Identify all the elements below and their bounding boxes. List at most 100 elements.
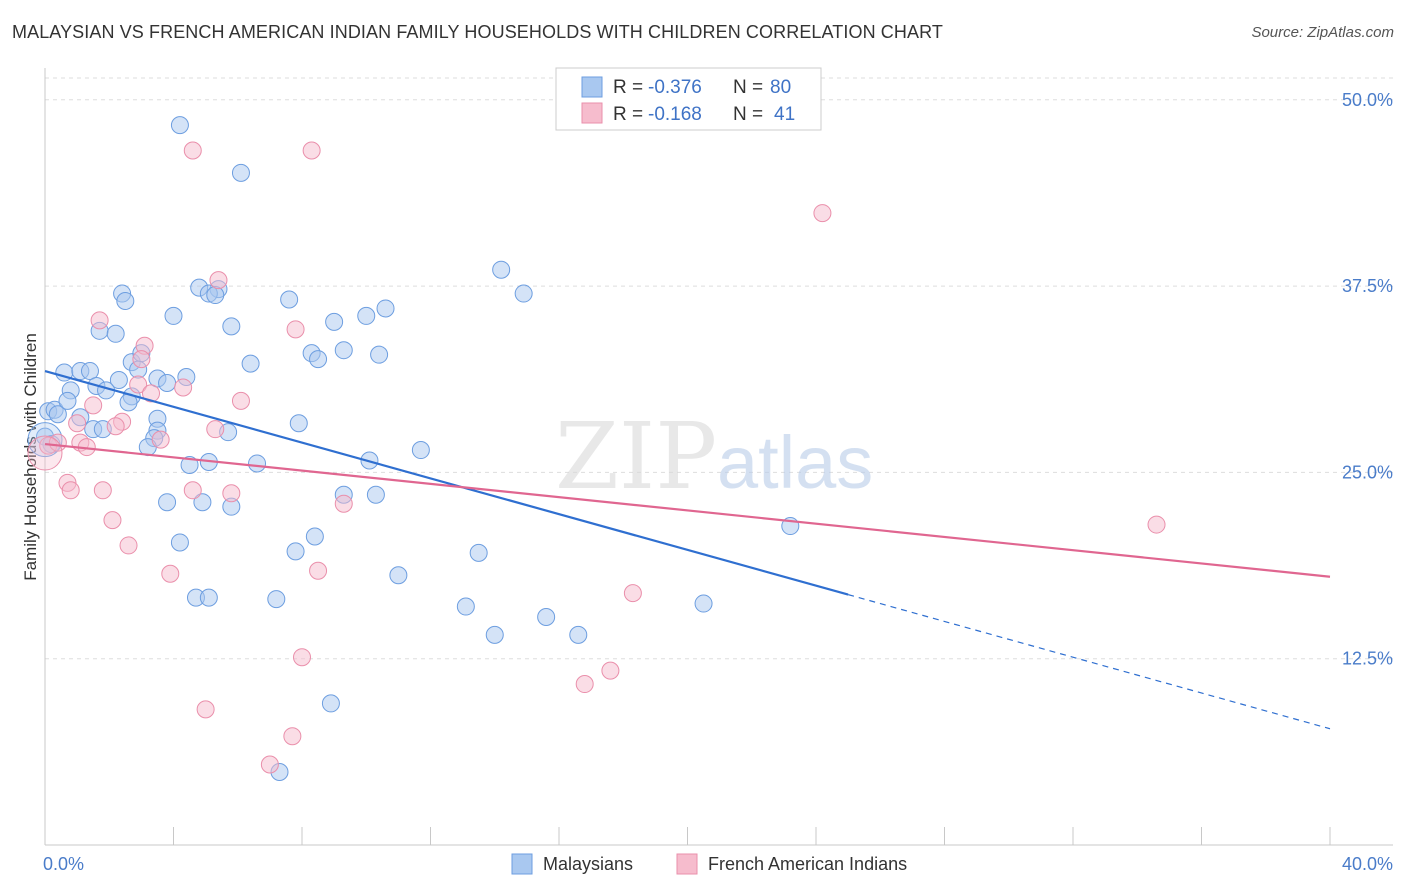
bottom-legend-label-malaysians: Malaysians <box>543 854 633 874</box>
french-american-indians-point <box>196 700 215 719</box>
watermark-zip: ZIP <box>555 403 717 510</box>
french-american-indians-point <box>27 435 63 471</box>
source-label: Source: ZipAtlas.com <box>1251 24 1394 41</box>
malaysians-point <box>694 594 713 613</box>
y-tick-label: 37.5% <box>1342 276 1393 296</box>
french-american-indians-point <box>183 141 202 160</box>
legend-r-label-1: R = <box>613 104 643 125</box>
french-american-indians-point <box>90 311 109 330</box>
malaysians-point <box>469 543 488 562</box>
legend-r-value-1: -0.168 <box>648 104 702 125</box>
bottom-legend-swatch-malaysians <box>511 853 533 875</box>
french-american-indians-point <box>84 396 103 415</box>
malaysians-point <box>158 373 177 392</box>
french-american-indians-point <box>302 141 321 160</box>
malaysians-point <box>109 371 128 389</box>
malaysians-point <box>248 454 267 473</box>
french-american-indians-point <box>623 584 642 603</box>
y-tick-labels: 12.5% 25.0% 37.5% 50.0% <box>1342 90 1393 669</box>
x-tick-label-max: 40.0% <box>1342 854 1393 874</box>
french-american-indians-point <box>575 675 594 694</box>
malaysians-point <box>206 286 225 305</box>
malaysians-point <box>456 597 475 616</box>
malaysians-point <box>170 533 189 552</box>
legend-r-label-0: R = <box>613 77 643 98</box>
legend-swatch-french-american-indians <box>581 102 603 124</box>
french-american-indians-point <box>142 384 161 403</box>
french-american-indians-point <box>309 561 328 580</box>
french-american-indians-point <box>93 481 112 500</box>
malaysians-point <box>309 350 328 369</box>
bottom-legend-swatch-french-american-indians <box>676 853 698 875</box>
french-american-indians-point <box>103 511 122 530</box>
malaysians-point <box>158 493 177 512</box>
malaysians-point <box>199 588 218 607</box>
malaysians-point <box>411 441 430 460</box>
french-american-indians-point <box>106 417 125 436</box>
malaysians-point <box>389 566 408 585</box>
malaysians-point <box>485 625 504 644</box>
x-tick-labels: 0.0% 40.0% <box>43 854 1393 874</box>
malaysians-point <box>366 485 385 504</box>
legend-r-value-0: -0.376 <box>648 77 702 98</box>
legend-n-label-0: N = <box>733 77 763 98</box>
malaysians-point <box>180 455 199 474</box>
malaysians-point <box>514 284 533 303</box>
legend-n-value-0: 80 <box>770 77 791 98</box>
french-american-indians-point <box>132 350 151 369</box>
malaysians-point <box>222 317 241 336</box>
french-american-indians-point <box>129 375 148 394</box>
malaysians-point <box>569 625 588 644</box>
french-american-indians-point <box>119 536 138 555</box>
french-american-indians-point <box>222 484 241 503</box>
legend-n-value-1: 41 <box>774 104 795 125</box>
french-american-indians-point <box>260 755 279 774</box>
y-tick-label: 50.0% <box>1342 90 1393 110</box>
watermark: ZIP atlas <box>555 403 873 510</box>
french-american-indians-trend-line <box>44 442 1331 578</box>
malaysians-point <box>537 607 556 626</box>
malaysians-point <box>357 306 376 325</box>
malaysians-point <box>48 405 67 424</box>
french-american-indians-point <box>61 481 80 500</box>
bottom-legend-label-french-american-indians: French American Indians <box>708 854 907 874</box>
french-american-indians-point <box>231 391 250 410</box>
malaysians-point <box>231 163 250 182</box>
french-american-indians-point <box>151 430 170 449</box>
malaysians-point <box>164 306 183 325</box>
malaysians-point <box>116 292 135 311</box>
french-american-indians-point <box>334 494 353 513</box>
french-american-indians-point <box>174 378 193 397</box>
malaysians-point <box>58 391 77 410</box>
malaysians-point <box>305 527 324 546</box>
stats-legend: R = -0.376 N = 80 R = -0.168 N = 41 <box>555 67 822 131</box>
malaysians-point <box>193 493 212 512</box>
malaysians-point <box>106 324 125 343</box>
malaysians-point <box>170 116 189 135</box>
malaysians-point <box>286 542 305 561</box>
malaysians-point <box>289 414 308 433</box>
malaysians-point <box>325 312 344 331</box>
y-tick-label: 25.0% <box>1342 462 1393 482</box>
malaysians-point <box>280 290 299 309</box>
french-american-indians-point <box>161 564 180 583</box>
series-french-american-indians-points <box>27 141 1166 774</box>
french-american-indians-point <box>813 204 832 223</box>
malaysians-point <box>376 299 395 318</box>
chart-title: MALAYSIAN VS FRENCH AMERICAN INDIAN FAMI… <box>12 22 943 42</box>
malaysians-point <box>267 590 286 609</box>
bottom-legend: Malaysians French American Indians <box>511 853 907 875</box>
french-american-indians-point <box>68 414 87 433</box>
french-american-indians-point <box>283 727 302 746</box>
malaysians-point <box>334 341 353 360</box>
malaysians-point <box>241 354 260 373</box>
french-american-indians-point <box>286 320 305 339</box>
y-tick-label: 12.5% <box>1342 649 1393 669</box>
trend-lines <box>44 369 1331 730</box>
malaysians-point <box>80 362 99 381</box>
watermark-atlas: atlas <box>717 421 873 504</box>
y-axis-title: Family Households with Children <box>21 333 40 581</box>
legend-n-label-1: N = <box>733 104 763 125</box>
x-tick-label-min: 0.0% <box>43 854 84 874</box>
